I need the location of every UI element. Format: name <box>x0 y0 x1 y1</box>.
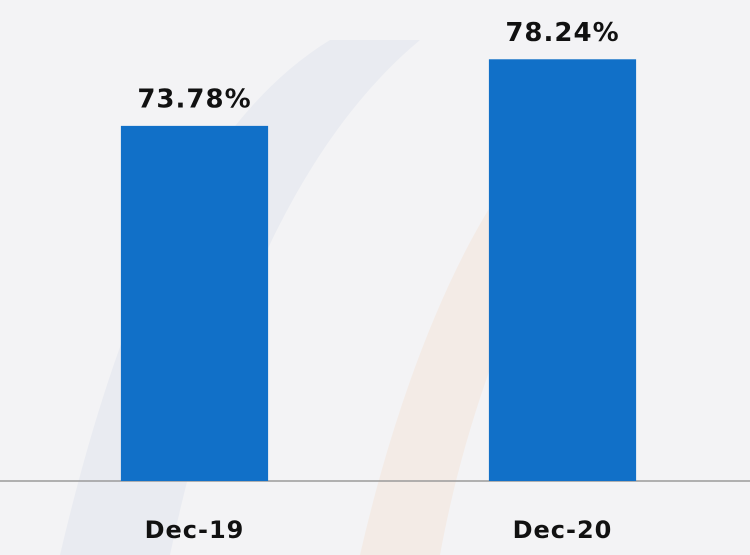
x-tick-label: Dec-20 <box>513 516 613 544</box>
value-label: 78.24% <box>505 18 619 48</box>
x-tick-label: Dec-19 <box>145 516 245 544</box>
value-label: 73.78% <box>137 84 251 114</box>
bar <box>488 59 637 482</box>
bar <box>120 125 269 482</box>
